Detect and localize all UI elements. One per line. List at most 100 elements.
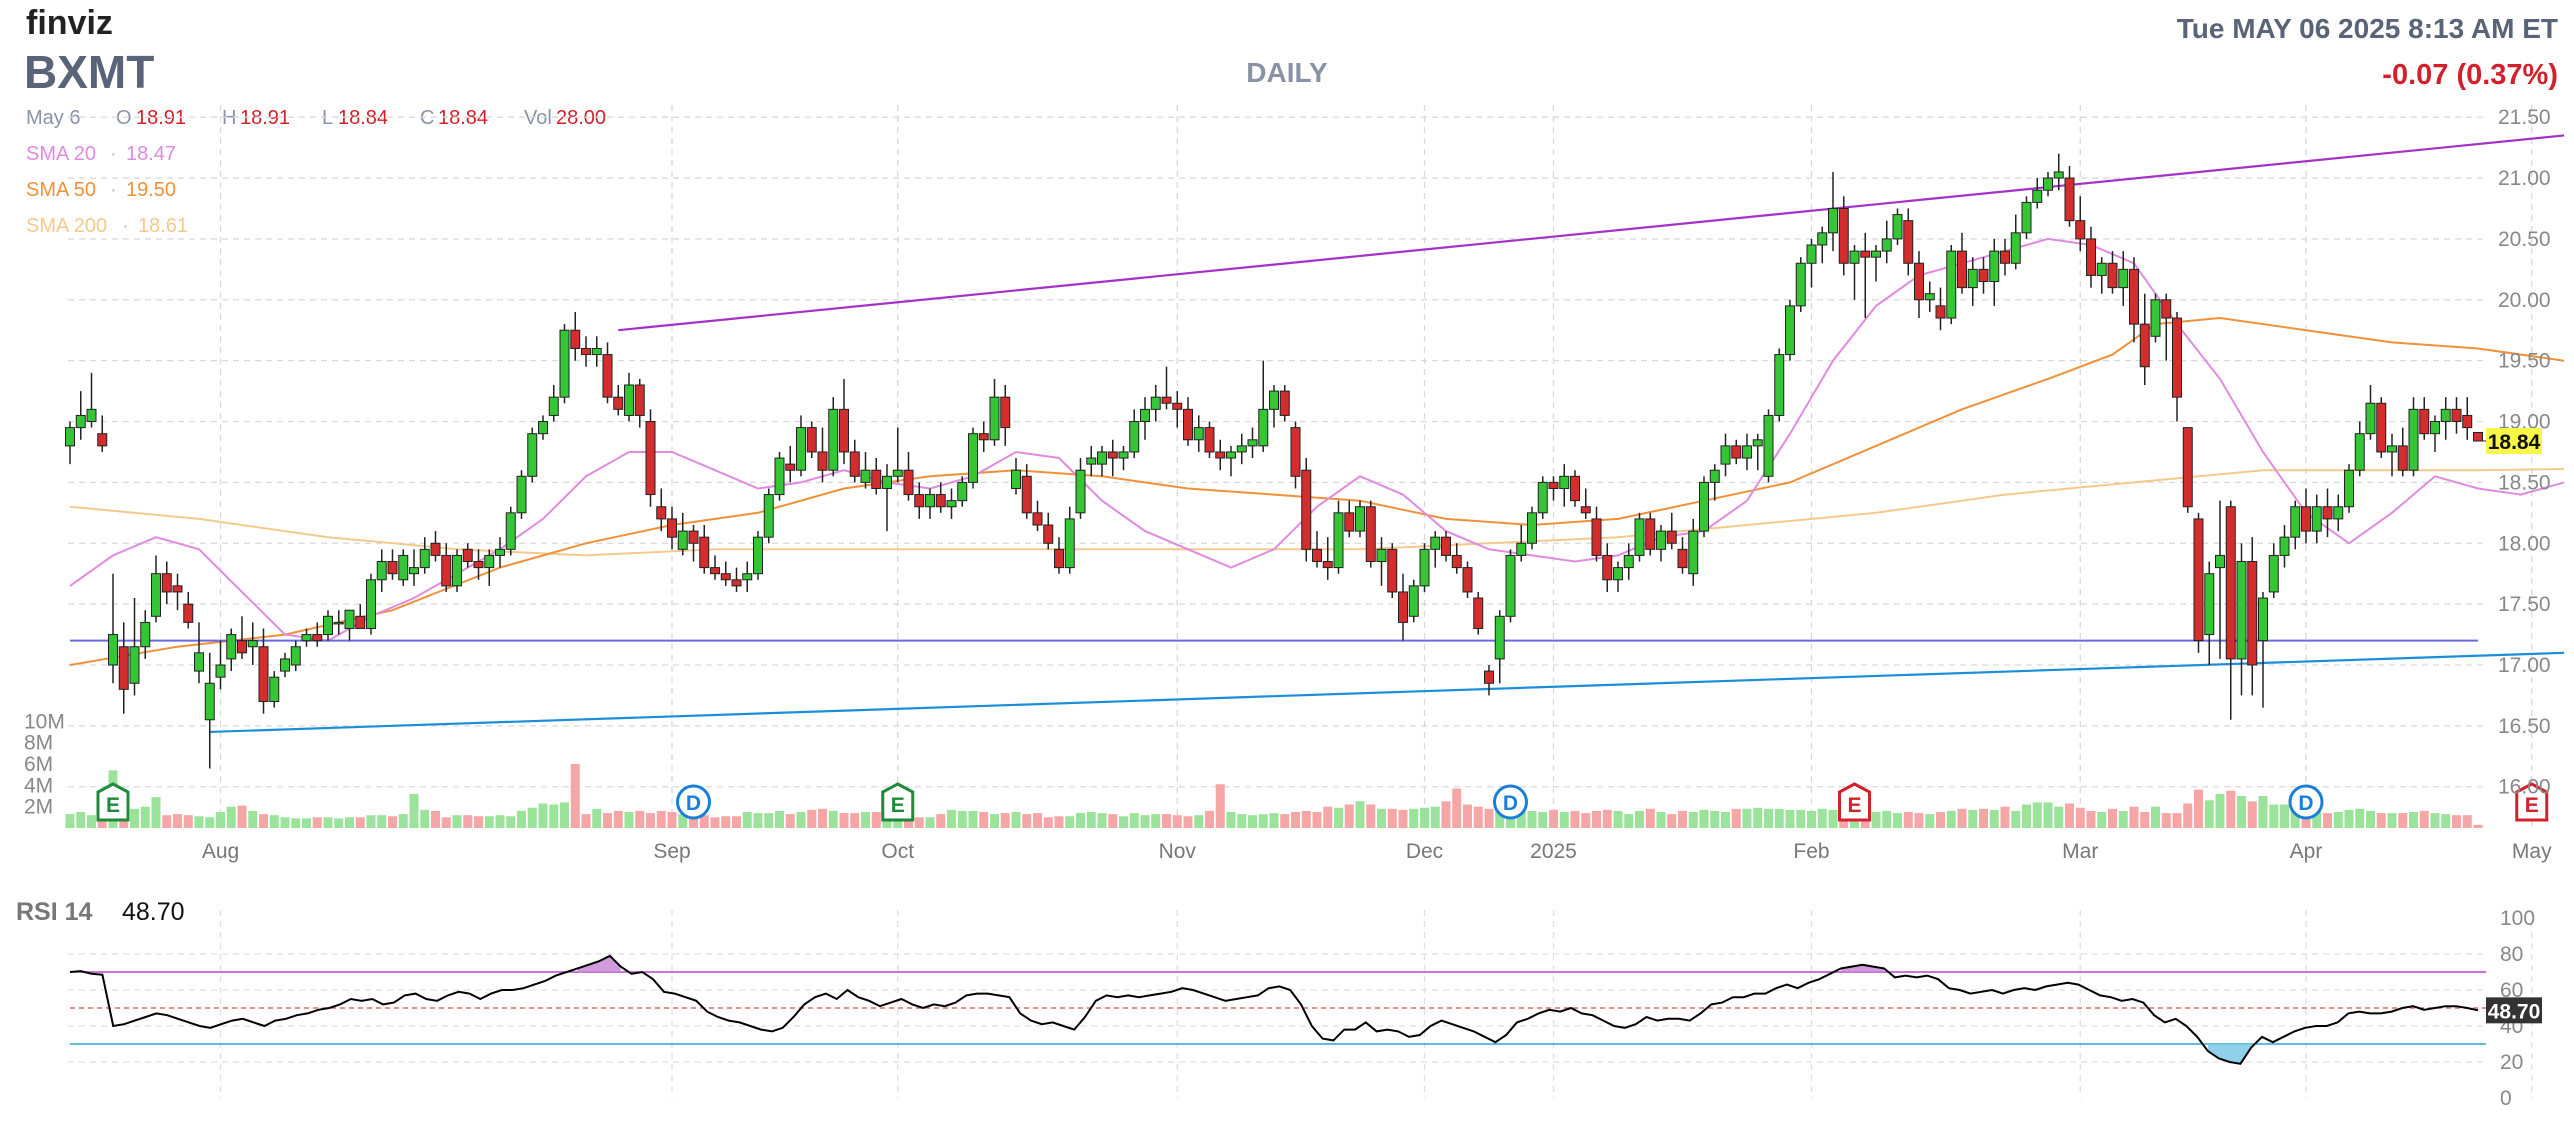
candle-body [1828, 207, 1838, 234]
volume-bar [1893, 813, 1902, 828]
volume-bar [226, 806, 236, 828]
candle-body [75, 414, 86, 429]
candle-body [1871, 250, 1881, 258]
candle-body [1516, 542, 1527, 556]
price-tick-label: 16.00 [2498, 776, 2551, 799]
volume-bar [377, 815, 387, 828]
candle [1763, 409, 1774, 483]
volume-bar [1226, 812, 1236, 828]
date-tick-label: Mar [2062, 840, 2098, 863]
volume-bar [1323, 806, 1333, 828]
candle [2397, 427, 2408, 477]
candle-body [1860, 250, 1871, 258]
candle [129, 598, 140, 696]
candle-body [1451, 554, 1462, 569]
volume-bar [237, 805, 247, 828]
volume-bar [1742, 808, 1752, 828]
volume-bar [1527, 810, 1537, 828]
candle [1591, 506, 1602, 562]
candle [699, 525, 710, 574]
brand-logo[interactable]: finviz [26, 4, 113, 42]
candle-body [1161, 396, 1172, 404]
candle-body [2462, 414, 2473, 429]
volume-bar [130, 808, 139, 828]
dividend-marker: D [2288, 784, 2324, 820]
candle [1688, 518, 1699, 586]
volume-bar [1667, 814, 1677, 828]
candle [2344, 464, 2354, 513]
volume-bar [828, 810, 838, 828]
volume-bar [1635, 810, 1644, 828]
candle [409, 549, 419, 586]
rsi-oversold-fill [2208, 1044, 2252, 1064]
volume-bar [76, 812, 86, 828]
candle [1215, 439, 1226, 471]
rsi-overbought-fill [577, 955, 621, 972]
candle [1183, 397, 1193, 446]
volume-bar [861, 812, 870, 828]
candle [1666, 512, 1677, 550]
candle [1516, 525, 1527, 562]
volume-bar [624, 812, 634, 828]
volume-bar [914, 817, 924, 828]
candle [355, 604, 366, 629]
candle [602, 342, 613, 404]
candle [1462, 561, 1473, 599]
volume-bar [1570, 810, 1580, 828]
volume-bar [1441, 801, 1451, 828]
volume-bar [1151, 814, 1161, 828]
candle-body [1430, 536, 1441, 550]
volume-bar [431, 810, 440, 828]
candle [2107, 251, 2118, 294]
candle-body [1677, 548, 1688, 569]
volume-bar [1119, 816, 1128, 828]
candle [1752, 433, 1763, 471]
candle [667, 506, 677, 550]
volume-tick-label: 6M [24, 753, 53, 776]
candle [1978, 257, 1989, 294]
candle-body [462, 548, 473, 563]
earnings-marker-label: E [106, 794, 120, 817]
date-tick-label: Apr [2290, 840, 2323, 863]
candle-body [194, 652, 204, 672]
candle-body [978, 433, 989, 441]
candle [914, 482, 925, 519]
volume-bar [968, 810, 978, 828]
candle [1086, 445, 1097, 477]
earnings-marker: E [96, 782, 130, 822]
candle-body [161, 573, 172, 593]
volume-bar [2108, 808, 2117, 828]
candle [624, 372, 634, 422]
candle-body [1978, 268, 1989, 283]
candle-body [1193, 427, 1204, 441]
volume-bar [1140, 815, 1150, 828]
candle-body [2139, 323, 2150, 368]
volume-bar [2086, 810, 2096, 828]
candle [2365, 385, 2376, 440]
candle-body [183, 603, 194, 623]
ohlc-high: 18.91 [240, 107, 290, 129]
candle-body [1838, 207, 1849, 264]
candle-body [1376, 548, 1387, 563]
candle-body [2333, 506, 2344, 520]
volume-bar [2452, 815, 2461, 828]
ohlc-date: May 6 [26, 107, 80, 129]
volume-bar [2355, 808, 2365, 828]
candle [1172, 391, 1183, 428]
candle [968, 427, 978, 489]
candle-body [2236, 561, 2247, 660]
candle [1946, 245, 1957, 325]
candle [1849, 245, 1860, 300]
volume-bar [1366, 804, 1376, 828]
candle-body [1215, 451, 1226, 459]
volume-bar [1280, 814, 1290, 828]
volume-bar [2258, 796, 2268, 828]
candle [688, 525, 699, 562]
candle [957, 476, 968, 507]
price-tick-label: 20.50 [2498, 228, 2551, 251]
volume-bars [65, 764, 2483, 828]
candle [645, 409, 656, 507]
lower-trendline [209, 651, 2565, 734]
candle [1828, 171, 1838, 252]
candle-body [204, 682, 215, 721]
